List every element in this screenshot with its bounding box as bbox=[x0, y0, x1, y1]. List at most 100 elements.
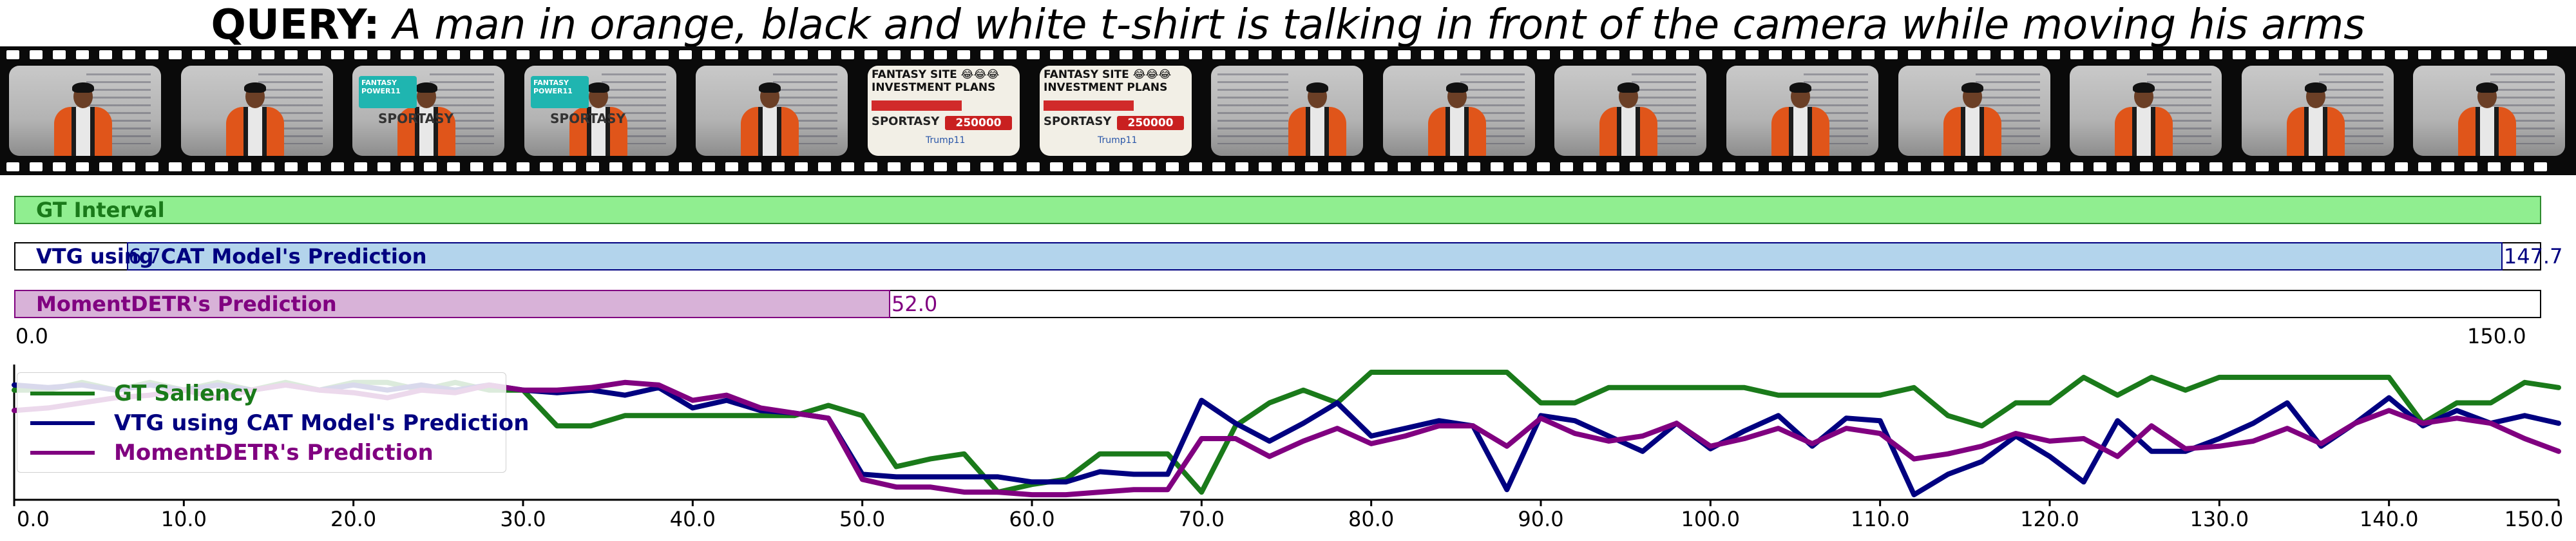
film-frame bbox=[2413, 66, 2565, 156]
x-tick-label: 70.0 bbox=[1178, 507, 1225, 531]
film-hole bbox=[1491, 50, 1503, 59]
film-hole bbox=[1583, 50, 1596, 59]
interval-range-end: 150.0 bbox=[2467, 324, 2526, 348]
film-hole bbox=[1630, 50, 1643, 59]
film-hole bbox=[2349, 162, 2361, 171]
film-hole bbox=[1073, 162, 1086, 171]
film-hole bbox=[517, 50, 530, 59]
film-hole bbox=[1514, 50, 1527, 59]
cat-start-value: 6.7 bbox=[128, 244, 162, 269]
film-hole bbox=[1328, 162, 1341, 171]
film-hole bbox=[980, 162, 993, 171]
film-hole bbox=[795, 162, 808, 171]
fantasy-badge: FANTASY POWER11 bbox=[531, 76, 589, 108]
film-hole bbox=[2070, 50, 2083, 59]
film-hole bbox=[262, 50, 274, 59]
film-hole bbox=[1212, 50, 1225, 59]
film-holes-top bbox=[0, 50, 2576, 59]
film-hole bbox=[1699, 162, 1712, 171]
film-hole bbox=[493, 162, 506, 171]
shirt bbox=[1771, 107, 1829, 156]
film-hole bbox=[1444, 162, 1457, 171]
film-hole bbox=[1236, 50, 1248, 59]
hair bbox=[415, 82, 437, 93]
film-hole bbox=[1676, 162, 1689, 171]
query-text: A man in orange, black and white t-shirt… bbox=[379, 1, 2365, 49]
film-frame bbox=[2070, 66, 2222, 156]
ad-partner: Trump11 bbox=[926, 135, 966, 146]
film-hole bbox=[702, 162, 715, 171]
film-hole bbox=[285, 162, 298, 171]
film-hole bbox=[215, 162, 228, 171]
film-frame bbox=[181, 66, 333, 156]
film-hole bbox=[1421, 50, 1434, 59]
film-hole bbox=[1282, 50, 1295, 59]
film-hole bbox=[725, 50, 738, 59]
shirt bbox=[569, 107, 627, 156]
film-hole bbox=[493, 50, 506, 59]
film-hole bbox=[2117, 50, 2130, 59]
film-frame bbox=[1554, 66, 1706, 156]
film-hole bbox=[2024, 162, 2037, 171]
speaker bbox=[2287, 82, 2345, 156]
film-hole bbox=[1722, 162, 1735, 171]
film-hole bbox=[772, 50, 785, 59]
film-hole bbox=[2325, 162, 2338, 171]
film-hole bbox=[818, 162, 831, 171]
speaker bbox=[1771, 82, 1829, 156]
film-hole bbox=[563, 162, 576, 171]
film-hole bbox=[424, 50, 437, 59]
film-hole bbox=[99, 162, 112, 171]
film-hole bbox=[1699, 50, 1712, 59]
film-hole bbox=[424, 162, 437, 171]
query-prefix: QUERY: bbox=[211, 1, 380, 49]
film-hole bbox=[540, 50, 553, 59]
film-hole bbox=[1838, 162, 1851, 171]
board-writing bbox=[1217, 73, 1288, 144]
film-hole bbox=[2534, 50, 2547, 59]
film-hole bbox=[1004, 162, 1016, 171]
film-hole bbox=[1815, 50, 1828, 59]
film-hole bbox=[2372, 50, 2385, 59]
film-hole bbox=[122, 50, 135, 59]
hair bbox=[759, 82, 781, 93]
filmstrip: FANTASY POWER11 SPORTASY FANTASY POWER11 SP… bbox=[0, 46, 2576, 175]
film-hole bbox=[146, 162, 158, 171]
film-hole bbox=[2094, 162, 2106, 171]
film-hole bbox=[749, 50, 761, 59]
film-hole bbox=[2441, 162, 2454, 171]
speaker bbox=[397, 82, 455, 156]
hair bbox=[1306, 82, 1328, 93]
legend-line-moment bbox=[30, 451, 95, 455]
film-hole bbox=[1746, 50, 1759, 59]
ad-title: FANTASY SITE 😂😂😂 INVESTMENT PLANS bbox=[872, 68, 1000, 94]
film-hole bbox=[2047, 50, 2060, 59]
film-hole bbox=[1931, 50, 1944, 59]
x-tick-label: 80.0 bbox=[1348, 507, 1395, 531]
film-hole bbox=[192, 50, 205, 59]
film-hole bbox=[1792, 50, 1805, 59]
film-hole bbox=[1189, 162, 1202, 171]
film-hole bbox=[99, 50, 112, 59]
film-hole bbox=[517, 162, 530, 171]
film-hole bbox=[30, 162, 43, 171]
film-hole bbox=[1885, 162, 1898, 171]
film-hole bbox=[377, 50, 390, 59]
ad-title: FANTASY SITE 😂😂😂 INVESTMENT PLANS bbox=[1044, 68, 1172, 94]
film-hole bbox=[2209, 162, 2222, 171]
film-hole bbox=[2047, 162, 2060, 171]
film-hole bbox=[308, 50, 321, 59]
hair bbox=[244, 82, 266, 93]
film-hole bbox=[2186, 162, 2199, 171]
film-hole bbox=[1978, 162, 1990, 171]
film-hole bbox=[2395, 50, 2408, 59]
film-hole bbox=[2465, 50, 2477, 59]
film-hole bbox=[2094, 50, 2106, 59]
x-tick-label: 90.0 bbox=[1518, 507, 1564, 531]
film-hole bbox=[2256, 50, 2269, 59]
legend-label-gt: GT Saliency bbox=[114, 381, 258, 406]
film-hole bbox=[1560, 162, 1573, 171]
film-hole bbox=[633, 162, 645, 171]
film-hole bbox=[1954, 162, 1967, 171]
film-hole bbox=[609, 50, 622, 59]
